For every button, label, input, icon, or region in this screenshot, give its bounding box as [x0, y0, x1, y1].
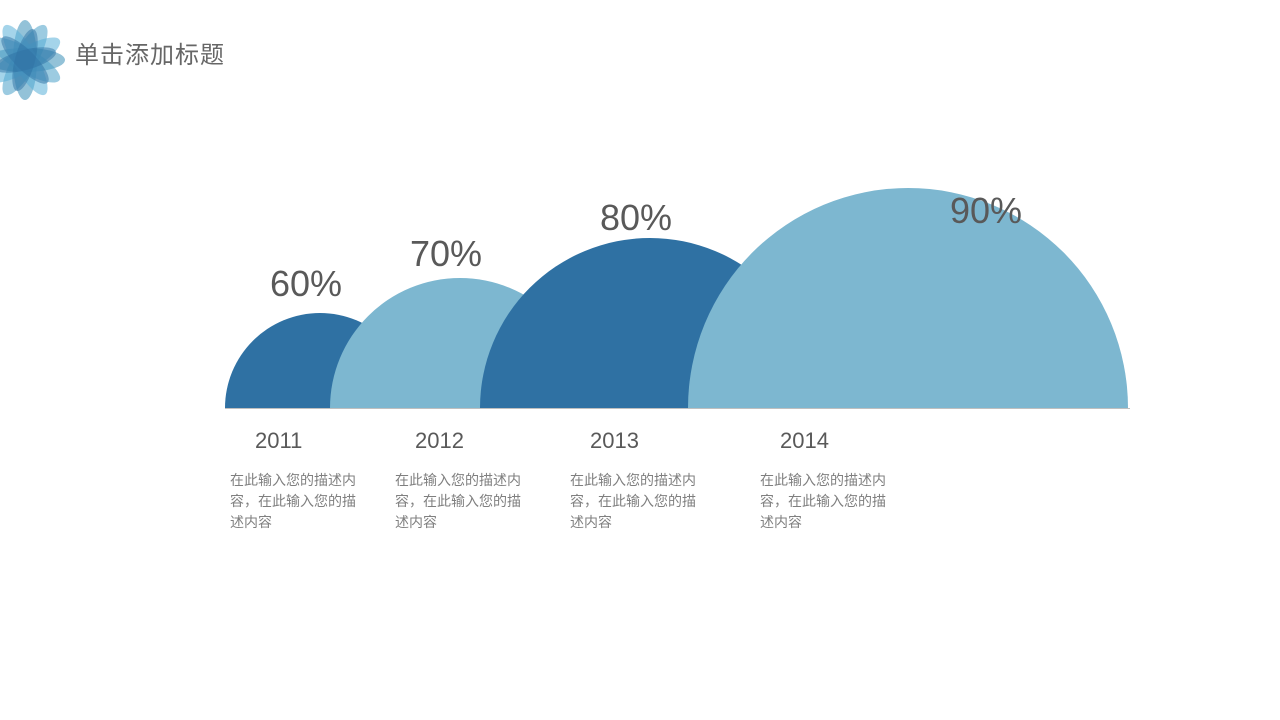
percent-label-2012: 70% [410, 233, 482, 275]
percent-label-2014: 90% [950, 190, 1022, 232]
chart-baseline [225, 408, 1130, 409]
desc-text-2011: 在此输入您的描述内容，在此输入您的描述内容 [230, 470, 365, 533]
year-label-2012: 2012 [415, 428, 464, 454]
semicircle-chart: 60% 70% 80% 90% 2011 2012 2013 2014 在此输入… [0, 0, 1280, 720]
year-label-2013: 2013 [590, 428, 639, 454]
year-label-2014: 2014 [780, 428, 829, 454]
desc-text-2013: 在此输入您的描述内容，在此输入您的描述内容 [570, 470, 705, 533]
year-label-2011: 2011 [255, 428, 302, 454]
desc-text-2012: 在此输入您的描述内容，在此输入您的描述内容 [395, 470, 530, 533]
percent-label-2011: 60% [270, 263, 342, 305]
semicircle-2014 [688, 188, 1128, 408]
percent-label-2013: 80% [600, 197, 672, 239]
desc-text-2014: 在此输入您的描述内容，在此输入您的描述内容 [760, 470, 895, 533]
